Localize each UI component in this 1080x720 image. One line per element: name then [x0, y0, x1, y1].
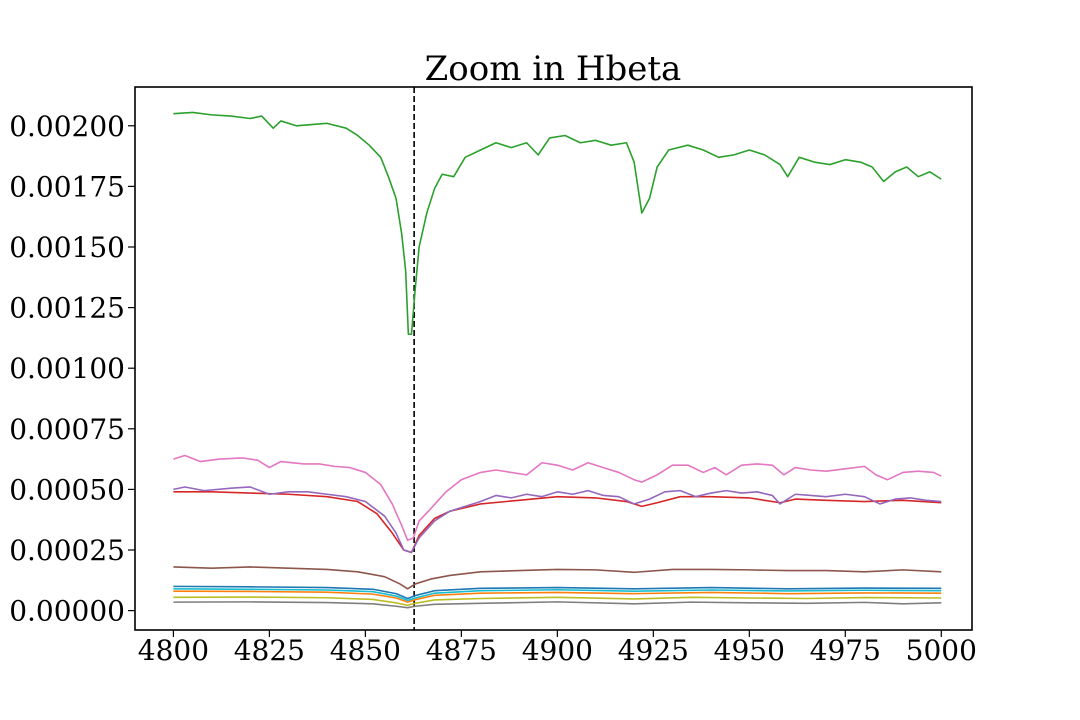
series-line-4	[173, 491, 942, 554]
y-tick-label: 0.00000	[9, 595, 125, 628]
series-line-3	[173, 111, 942, 336]
x-tick-label: 4850	[330, 634, 401, 667]
series-line-1	[173, 585, 942, 600]
plot-area-frame	[134, 86, 973, 631]
series-line-9	[173, 596, 942, 607]
x-tick-label: 5000	[906, 634, 977, 667]
y-tick-label: 0.00125	[9, 292, 125, 325]
y-axis: 0.00000 0.00025 0.00050 0.00075 0.00100 0.001…	[9, 110, 135, 628]
x-tick-label: 4800	[138, 634, 209, 667]
x-tick-label: 4950	[714, 634, 785, 667]
x-tick-label: 4825	[234, 634, 305, 667]
x-tick-label: 4925	[618, 634, 689, 667]
series-line-5	[173, 486, 942, 554]
y-tick-label: 0.00150	[9, 231, 125, 264]
y-tick-label: 0.00050	[9, 473, 125, 506]
series-line-8	[173, 601, 942, 609]
y-tick-label: 0.00100	[9, 352, 125, 385]
chart-title: Zoom in Hbeta	[425, 49, 682, 89]
series-layer	[173, 111, 942, 609]
x-axis: 4800 4825 4850 4875 4900 4925 4950 4975 5000	[138, 630, 977, 667]
series-line-10	[173, 587, 942, 602]
y-tick-label: 0.00075	[9, 413, 125, 446]
x-tick-label: 4900	[522, 634, 593, 667]
y-tick-label: 0.00200	[9, 110, 125, 143]
series-line-6	[173, 566, 942, 590]
x-tick-label: 4875	[426, 634, 497, 667]
series-line-7	[173, 454, 942, 542]
y-tick-label: 0.00025	[9, 534, 125, 567]
series-line-2	[173, 590, 942, 603]
y-tick-label: 0.00175	[9, 170, 125, 203]
x-tick-label: 4975	[810, 634, 881, 667]
